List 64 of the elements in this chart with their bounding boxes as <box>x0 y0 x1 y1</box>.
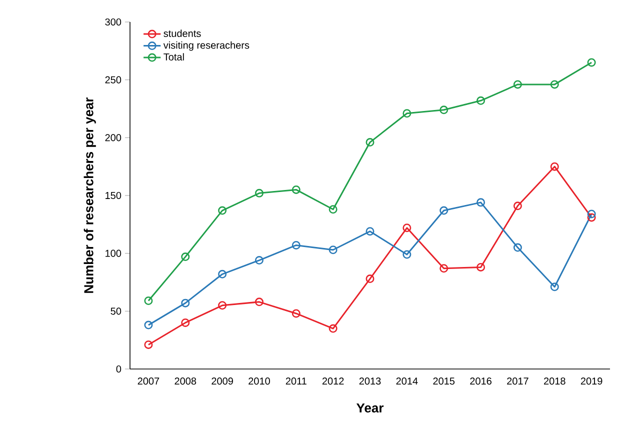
point <box>587 210 596 218</box>
point <box>513 202 522 210</box>
point <box>550 162 559 171</box>
point <box>254 256 264 265</box>
point <box>328 205 338 214</box>
y-tick-label: 150 <box>106 192 122 200</box>
point <box>292 309 300 318</box>
point <box>476 96 486 105</box>
x-axis-title: Year <box>356 403 384 413</box>
x-tick-label: 2011 <box>286 378 306 385</box>
y-tick-label: 300 <box>105 18 122 26</box>
y-tick-label: 200 <box>105 134 122 142</box>
point <box>476 198 486 207</box>
point <box>218 206 227 215</box>
x-tick-label: 2014 <box>396 378 418 385</box>
x-tick-label: 2013 <box>359 378 381 385</box>
x-tick-label: 2012 <box>322 378 344 385</box>
point <box>144 296 153 306</box>
x-tick-label: 2018 <box>544 378 566 385</box>
point <box>181 298 190 308</box>
point <box>328 324 338 333</box>
point <box>476 262 486 272</box>
x-tick-label: 2009 <box>212 378 233 385</box>
point <box>292 185 300 194</box>
x-tick-label: 2015 <box>433 378 455 385</box>
point <box>402 250 412 259</box>
point <box>292 240 300 250</box>
point <box>144 320 153 330</box>
point <box>218 270 227 278</box>
point <box>402 224 412 232</box>
point <box>587 213 596 222</box>
point <box>181 318 190 327</box>
y-tick-label: 100 <box>106 250 122 257</box>
legend-label: visiting reserachers <box>163 41 250 51</box>
point <box>550 80 559 89</box>
point <box>513 80 522 89</box>
point <box>254 188 264 198</box>
y-tick-label: 0 <box>116 365 122 373</box>
point <box>513 243 522 252</box>
point <box>366 138 374 147</box>
legend-label: students <box>164 30 201 38</box>
x-tick-label: 2010 <box>248 378 270 385</box>
point <box>254 298 264 306</box>
point <box>550 282 559 292</box>
point <box>440 264 448 273</box>
point <box>440 206 448 215</box>
point <box>587 58 596 67</box>
x-tick-label: 2017 <box>507 378 528 385</box>
y-tick-label: 250 <box>105 76 122 84</box>
x-tick-label: 2007 <box>138 378 160 385</box>
point <box>181 252 190 262</box>
legend-label: Total <box>164 53 184 60</box>
point <box>440 106 448 114</box>
point <box>366 227 374 236</box>
x-tick-label: 2008 <box>174 378 196 385</box>
point <box>328 246 338 254</box>
point <box>366 274 374 284</box>
y-tick-label: 50 <box>110 308 122 315</box>
point <box>218 301 227 310</box>
x-tick-label: 2016 <box>470 378 492 385</box>
point <box>402 109 412 118</box>
y-axis-title: Number of researchers per year <box>84 97 96 293</box>
point <box>144 340 153 349</box>
x-tick-label: 2019 <box>580 378 602 385</box>
